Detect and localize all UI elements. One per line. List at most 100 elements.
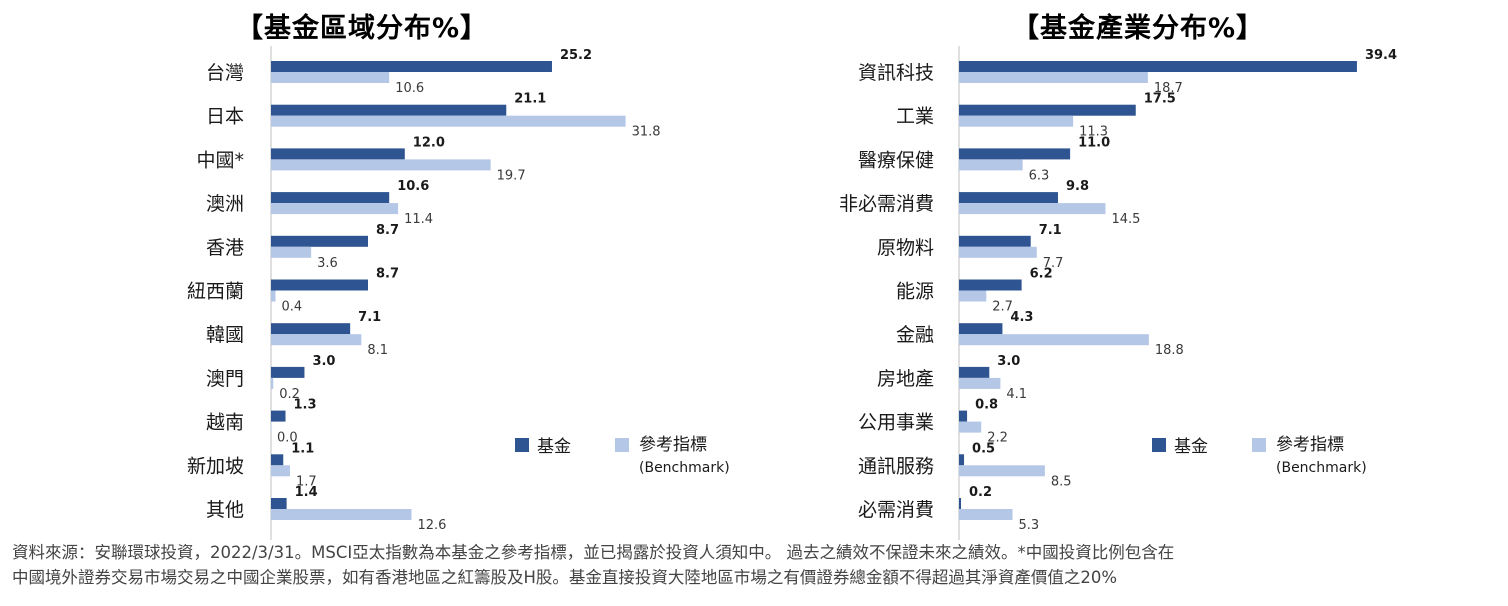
industry-fund-bar	[959, 498, 962, 509]
industry-benchmark-bar	[959, 72, 1148, 83]
industry-fund-value-label: 17.5	[1144, 92, 1176, 107]
industry-fund-value-label: 0.5	[972, 441, 995, 456]
industry-bar-chart: 資訊科技 39.4 18.7 工業 17.5 11.3 醫療保健 11.0 6.3 非必需消費 9.…	[839, 46, 1397, 540]
footnote-line-2: 中國境外證券交易市場交易之中國企業股票，如有香港地區之紅籌股及H股。基金直接投資…	[12, 568, 1118, 587]
region-fund-value-label: 12.0	[413, 135, 445, 150]
region-fund-value-label: 21.1	[514, 92, 546, 107]
industry-category-label: 必需消費	[858, 499, 934, 521]
region-fund-bar	[271, 148, 405, 160]
region-bar-chart: 台灣 25.2 10.6 日本 21.1 31.8 中國* 12.0 19.7 澳洲 10.6 11.…	[187, 46, 730, 540]
industry-fund-value-label: 4.3	[1010, 310, 1033, 325]
industry-fund-bar	[959, 192, 1058, 204]
region-legend-benchmark-swatch	[615, 438, 629, 452]
industry-benchmark-bar	[959, 465, 1045, 477]
industry-benchmark-bar	[959, 203, 1106, 215]
industry-fund-bar	[959, 366, 990, 378]
industry-legend-benchmark-label: 參考指標	[1276, 435, 1344, 455]
region-legend-fund-swatch	[515, 438, 529, 452]
industry-fund-value-label: 9.8	[1066, 179, 1089, 194]
industry-category-label: 工業	[896, 106, 934, 128]
region-benchmark-value-label: 12.6	[417, 518, 446, 533]
region-fund-value-label: 1.3	[293, 398, 316, 413]
industry-fund-bar	[959, 148, 1071, 160]
industry-legend-benchmark-swatch	[1252, 438, 1266, 452]
region-fund-value-label: 1.4	[295, 485, 318, 500]
region-benchmark-bar	[271, 290, 276, 302]
region-category-label: 台灣	[206, 62, 244, 84]
industry-legend-benchmark-sublabel: (Benchmark)	[1276, 460, 1367, 476]
footnote-line-1: 資料來源：安聯環球投資，2022/3/31。MSCI亞太指數為本基金之參考指標，…	[12, 543, 1175, 562]
industry-benchmark-value-label: 5.3	[1019, 518, 1040, 533]
industry-fund-value-label: 3.0	[997, 354, 1020, 369]
chart-title-industry: 【基金產業分布%】	[1012, 13, 1265, 44]
region-fund-value-label: 1.1	[291, 441, 314, 456]
region-category-label: 澳門	[206, 368, 244, 390]
industry-category-label: 公用事業	[858, 412, 934, 434]
region-benchmark-bar	[271, 377, 274, 389]
industry-benchmark-bar	[959, 421, 982, 433]
industry-benchmark-value-label: 6.3	[1029, 168, 1050, 183]
region-fund-bar	[271, 279, 369, 291]
industry-legend-fund-label: 基金	[1174, 437, 1208, 457]
industry-fund-bar	[959, 323, 1003, 335]
region-benchmark-value-label: 10.6	[395, 81, 424, 96]
industry-benchmark-bar	[959, 115, 1074, 127]
industry-benchmark-bar	[959, 509, 1013, 520]
industry-category-label: 能源	[896, 281, 934, 303]
region-fund-bar	[271, 323, 351, 335]
region-category-label: 澳洲	[206, 193, 244, 215]
region-benchmark-value-label: 11.4	[404, 212, 433, 227]
industry-fund-value-label: 39.4	[1365, 48, 1397, 63]
region-legend: 基金 參考指標 (Benchmark)	[515, 435, 730, 476]
region-fund-value-label: 8.7	[376, 223, 399, 238]
region-category-label: 香港	[206, 237, 244, 259]
region-benchmark-value-label: 0.2	[279, 387, 300, 402]
region-benchmark-bar	[271, 246, 312, 258]
industry-category-label: 資訊科技	[858, 62, 934, 84]
region-fund-bar	[271, 192, 390, 204]
region-fund-bar	[271, 410, 286, 422]
region-fund-bar	[271, 366, 305, 378]
industry-benchmark-value-label: 8.5	[1051, 474, 1072, 489]
industry-fund-value-label: 7.1	[1039, 223, 1062, 238]
industry-benchmark-value-label: 14.5	[1111, 212, 1140, 227]
region-benchmark-bar	[271, 334, 362, 346]
industry-benchmark-value-label: 11.3	[1079, 125, 1108, 140]
region-fund-value-label: 10.6	[397, 179, 429, 194]
region-category-label: 韓國	[206, 324, 244, 346]
industry-benchmark-value-label: 7.7	[1043, 256, 1064, 271]
region-fund-value-label: 8.7	[376, 267, 399, 282]
industry-benchmark-value-label: 18.7	[1154, 81, 1183, 96]
region-category-label: 越南	[206, 412, 244, 434]
region-benchmark-value-label: 1.7	[296, 474, 317, 489]
industry-benchmark-bar	[959, 246, 1037, 258]
region-fund-value-label: 25.2	[560, 48, 592, 63]
industry-benchmark-value-label: 2.7	[992, 300, 1013, 315]
industry-category-label: 金融	[896, 324, 934, 346]
region-category-label: 中國*	[196, 149, 244, 171]
region-legend-fund-label: 基金	[537, 437, 571, 457]
region-fund-bar	[271, 498, 287, 509]
region-benchmark-value-label: 31.8	[632, 125, 661, 140]
region-category-label: 新加坡	[187, 455, 244, 477]
region-benchmark-value-label: 8.1	[367, 343, 388, 358]
region-benchmark-value-label: 0.4	[281, 300, 302, 315]
industry-fund-bar	[959, 61, 1357, 72]
region-category-label: 其他	[206, 499, 244, 521]
industry-benchmark-bar	[959, 334, 1149, 346]
region-fund-bar	[271, 454, 284, 466]
industry-benchmark-value-label: 4.1	[1006, 387, 1027, 402]
industry-fund-value-label: 0.8	[975, 398, 998, 413]
region-legend-benchmark-label: 參考指標	[639, 435, 707, 455]
industry-benchmark-bar	[959, 159, 1023, 171]
industry-category-label: 通訊服務	[858, 455, 934, 477]
industry-fund-bar	[959, 104, 1136, 116]
industry-fund-bar	[959, 410, 968, 422]
industry-fund-value-label: 6.2	[1030, 267, 1053, 282]
region-fund-bar	[271, 235, 369, 247]
industry-category-label: 原物料	[877, 237, 934, 259]
region-fund-value-label: 3.0	[312, 354, 335, 369]
industry-fund-value-label: 0.2	[969, 485, 992, 500]
industry-legend: 基金 參考指標 (Benchmark)	[1152, 435, 1367, 476]
industry-fund-bar	[959, 235, 1031, 247]
